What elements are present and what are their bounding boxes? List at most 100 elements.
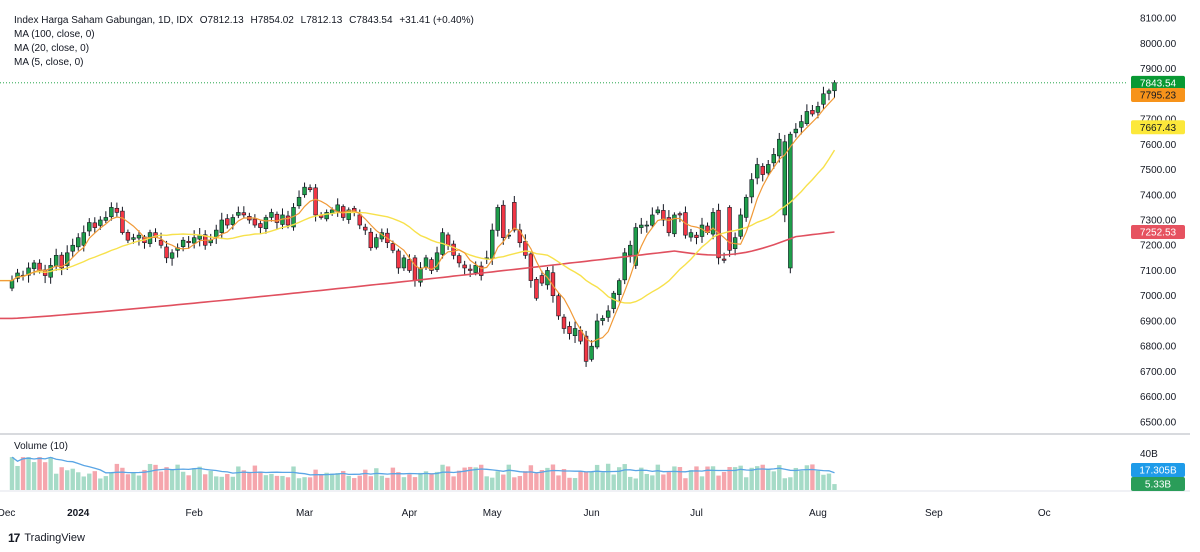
volume-last-tag-text: 5.33B bbox=[1145, 480, 1171, 491]
candle bbox=[583, 330, 589, 367]
volume-bar bbox=[76, 472, 81, 490]
candle-body bbox=[451, 243, 456, 256]
volume-bar bbox=[31, 462, 37, 490]
volume-bar bbox=[716, 475, 721, 490]
tradingview-brand[interactable]: 17 TradingView bbox=[8, 531, 85, 545]
price-tags: 7843.54 7795.23 7667.43 7252.53 17.305B 5.33B bbox=[1131, 75, 1185, 491]
volume-bar bbox=[743, 477, 749, 490]
candle-body bbox=[37, 262, 42, 271]
candle-body bbox=[456, 255, 462, 264]
candle-body bbox=[810, 110, 815, 115]
candle-body bbox=[346, 209, 351, 220]
candle-body bbox=[754, 164, 760, 179]
volume-bar bbox=[699, 476, 705, 490]
candle-body bbox=[236, 212, 241, 216]
candle-body bbox=[699, 224, 705, 237]
price-tick-label: 7900.00 bbox=[1140, 64, 1177, 75]
ma5-tag-text: 7795.23 bbox=[1140, 91, 1177, 102]
candle bbox=[738, 208, 743, 240]
candle-body bbox=[534, 279, 539, 299]
candle-body bbox=[650, 214, 655, 226]
volume-bar bbox=[313, 469, 318, 490]
volume-bar bbox=[490, 477, 495, 490]
candle-body bbox=[219, 219, 224, 233]
volume-bar bbox=[605, 463, 611, 490]
time-tick-label: 2024 bbox=[67, 508, 90, 519]
candle-body bbox=[655, 209, 661, 214]
candle bbox=[572, 321, 578, 343]
time-axis[interactable]: Dec 2024 Feb Mar Apr May Jun Jul Aug Sep Oc bbox=[0, 508, 1051, 519]
candle-body bbox=[495, 207, 500, 231]
volume-pane[interactable] bbox=[9, 456, 837, 490]
candle bbox=[771, 148, 776, 169]
candle-body bbox=[98, 219, 103, 226]
candle bbox=[484, 250, 489, 264]
volume-bar bbox=[37, 457, 42, 490]
last-price-tag: 7843.54 bbox=[1131, 75, 1185, 90]
candle-body bbox=[423, 257, 429, 268]
candle bbox=[120, 206, 125, 235]
ma20-legend[interactable]: MA (20, close, 0) bbox=[14, 43, 90, 54]
ma5-line bbox=[0, 97, 835, 343]
candle-body bbox=[313, 187, 318, 216]
volume-bar bbox=[788, 477, 793, 490]
volume-bar bbox=[291, 466, 296, 490]
volume-bar bbox=[479, 464, 484, 490]
time-tick-label: Feb bbox=[186, 508, 204, 519]
time-tick-label: Jul bbox=[690, 508, 703, 519]
candle bbox=[87, 218, 92, 237]
volume-bar bbox=[42, 462, 48, 490]
candle-body bbox=[191, 237, 197, 244]
candle-body bbox=[296, 196, 302, 207]
candle bbox=[589, 340, 594, 362]
candle-body bbox=[15, 272, 20, 279]
ma100-legend[interactable]: MA (100, close, 0) bbox=[14, 29, 95, 40]
volume-ma-tag-bg bbox=[1131, 463, 1185, 477]
volume-legend[interactable]: Volume (10) bbox=[14, 441, 68, 452]
candle bbox=[363, 223, 368, 235]
volume-bar bbox=[832, 484, 837, 490]
volume-bar bbox=[727, 467, 732, 490]
volume-bar bbox=[821, 474, 826, 490]
candle-body bbox=[114, 207, 120, 213]
candle-body bbox=[65, 252, 70, 266]
candle bbox=[766, 160, 771, 176]
candle bbox=[456, 253, 462, 268]
candle-body bbox=[412, 257, 418, 281]
volume-axis-label: 40B bbox=[1140, 449, 1158, 460]
candle bbox=[269, 208, 274, 222]
price-tick-label: 8100.00 bbox=[1140, 14, 1177, 25]
candle-body bbox=[258, 223, 263, 228]
volume-bar bbox=[550, 464, 556, 490]
candle-body bbox=[445, 234, 451, 246]
volume-bar bbox=[263, 475, 269, 490]
candle-body bbox=[821, 93, 826, 105]
volume-bar bbox=[799, 470, 804, 490]
candle-body bbox=[539, 275, 545, 284]
volume-bar bbox=[594, 464, 600, 490]
volume-bar bbox=[59, 467, 64, 490]
ma5-tag-bg bbox=[1131, 88, 1185, 103]
candle-body bbox=[594, 320, 600, 348]
time-tick-label: Sep bbox=[925, 508, 943, 519]
candle bbox=[252, 214, 258, 228]
candle-body bbox=[639, 224, 644, 228]
volume-bar bbox=[633, 478, 638, 490]
volume-bar bbox=[307, 477, 313, 490]
candle bbox=[236, 206, 241, 219]
candle-body bbox=[76, 237, 81, 248]
ma5-legend[interactable]: MA (5, close, 0) bbox=[14, 57, 84, 68]
candle bbox=[169, 249, 175, 266]
change-value: +31.41 (+0.40%) bbox=[399, 15, 474, 26]
candle-body bbox=[467, 268, 473, 271]
candle bbox=[125, 229, 131, 244]
price-pane[interactable] bbox=[0, 80, 1190, 492]
time-tick-label: May bbox=[483, 508, 502, 519]
candle-body bbox=[302, 186, 307, 196]
candle bbox=[644, 220, 650, 233]
volume-bar bbox=[589, 471, 594, 490]
candle-body bbox=[804, 111, 810, 124]
volume-bar bbox=[131, 472, 136, 490]
volume-bar bbox=[423, 471, 429, 490]
